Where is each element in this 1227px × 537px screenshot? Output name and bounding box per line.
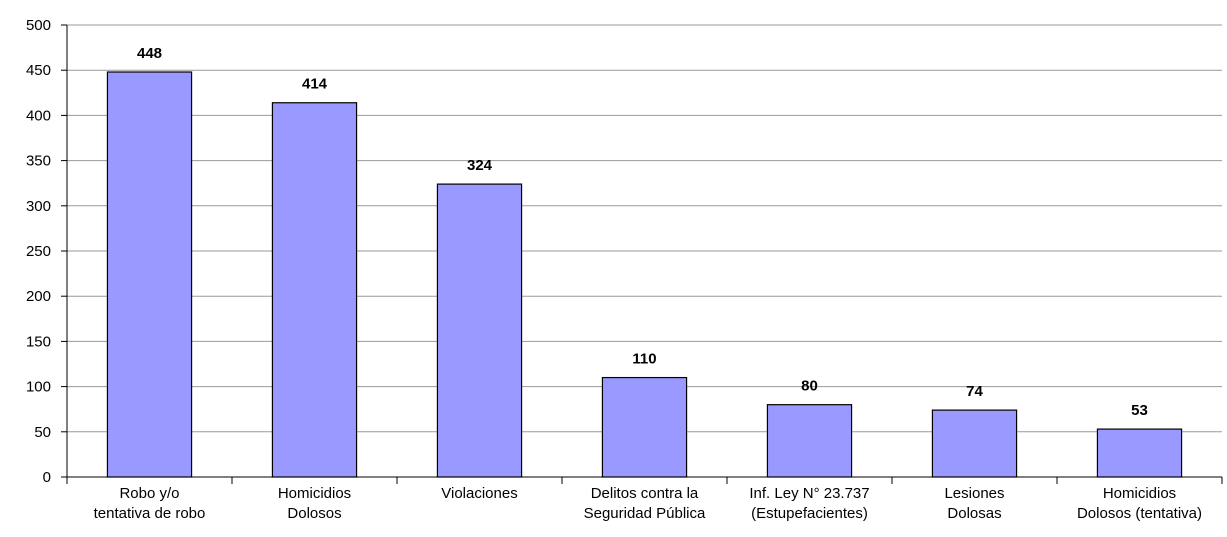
value-label: 414 — [302, 76, 328, 93]
value-label: 74 — [966, 383, 983, 400]
x-tick-label-line: Robo y/o — [119, 485, 179, 502]
x-tick-label: Violaciones — [441, 485, 517, 502]
x-tick-label: Lesiones Dolosas — [944, 485, 1004, 522]
value-label: 110 — [632, 351, 656, 368]
x-tick-label-line: Homicidios — [1103, 485, 1176, 502]
x-tick-label: Inf. Ley N° 23.737 (Estupefacientes) — [749, 485, 869, 522]
bar — [271, 102, 358, 478]
bar — [1096, 428, 1183, 478]
y-tick-label: 350 — [26, 153, 51, 170]
x-tick-label: Robo y/o tentativa de robo — [94, 485, 206, 522]
y-tick-label: 150 — [26, 333, 51, 350]
bar — [436, 183, 523, 478]
x-tick-label-line: tentativa de robo — [94, 505, 206, 522]
y-tick-label: 500 — [26, 17, 51, 34]
x-tick-label: Homicidios Dolosos (tentativa) — [1077, 485, 1202, 522]
x-tick-label-line: Dolosos — [287, 505, 341, 522]
y-tick-label: 450 — [26, 62, 51, 79]
value-label: 53 — [1131, 402, 1148, 419]
y-tick-label: 100 — [26, 379, 51, 396]
value-label: 448 — [137, 45, 162, 62]
bar — [931, 409, 1018, 478]
x-tick-label-line: Lesiones — [944, 485, 1004, 502]
x-tick-label-line: Seguridad Pública — [584, 505, 706, 522]
y-tick-label: 200 — [26, 288, 51, 305]
bar — [106, 71, 193, 478]
x-tick-label-line: Violaciones — [441, 485, 517, 502]
y-tick-label: 50 — [34, 424, 51, 441]
y-tick-label: 400 — [26, 107, 51, 124]
y-tick-label: 0 — [43, 469, 51, 486]
x-tick-label-line: Inf. Ley N° 23.737 — [749, 485, 869, 502]
y-tick-label: 250 — [26, 243, 51, 260]
x-tick-label-line: Dolosas — [947, 505, 1001, 522]
x-tick-label-line: (Estupefacientes) — [751, 505, 868, 522]
x-tick-label-line: Homicidios — [278, 485, 351, 502]
bar — [601, 376, 688, 478]
value-label: 80 — [801, 378, 818, 395]
bar — [766, 404, 853, 478]
y-tick-label: 300 — [26, 198, 51, 215]
x-tick-label: Delitos contra la Seguridad Pública — [584, 485, 706, 522]
x-tick-label-line: Delitos contra la — [591, 485, 699, 502]
x-tick-label: Homicidios Dolosos — [278, 485, 351, 522]
x-tick-label-line: Dolosos (tentativa) — [1077, 505, 1202, 522]
value-label: 324 — [467, 157, 493, 174]
